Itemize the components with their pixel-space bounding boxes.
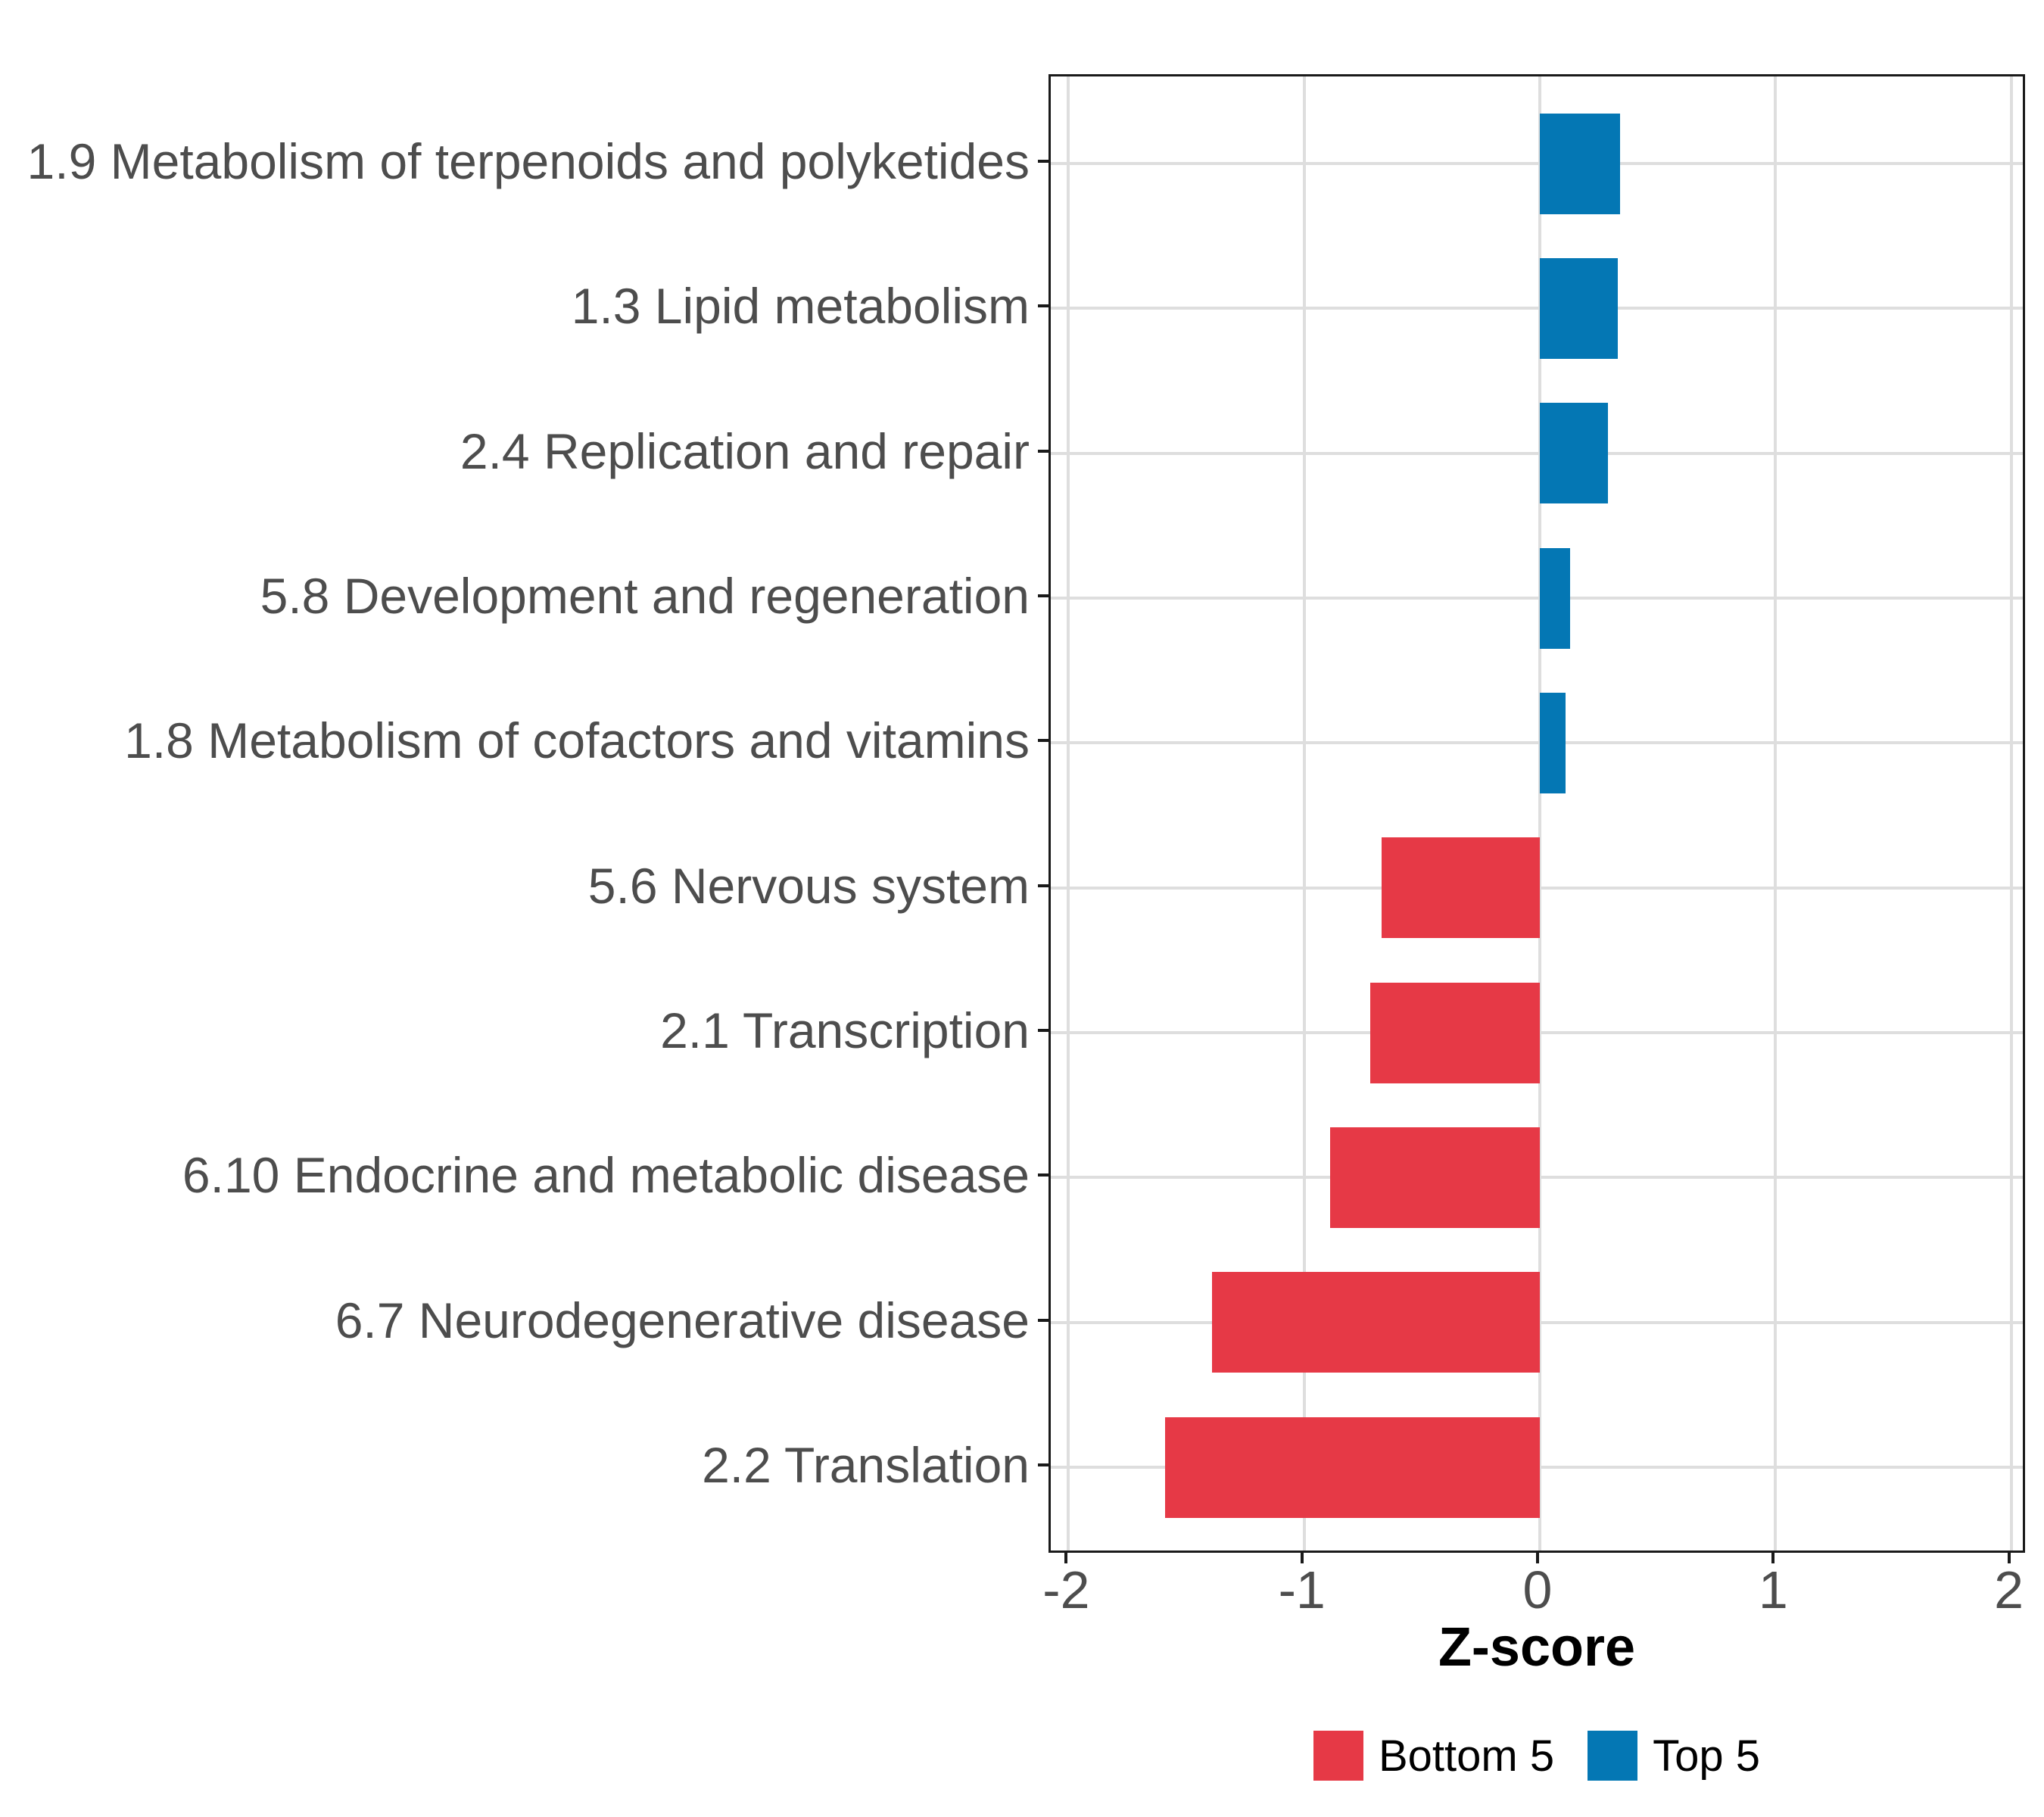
y-tick-mark	[1038, 449, 1048, 453]
bar-top5	[1540, 547, 1571, 649]
y-axis-label: 5.6 Nervous system	[587, 857, 1030, 914]
gridline-horizontal	[1051, 741, 2023, 745]
legend-item-top5: Top 5	[1588, 1731, 1760, 1781]
y-tick-mark	[1038, 160, 1048, 163]
bar-bottom5	[1369, 982, 1540, 1083]
y-tick-mark	[1038, 1463, 1048, 1467]
y-axis-label: 2.1 Transcription	[660, 1002, 1030, 1059]
y-axis-label: 1.8 Metabolism of cofactors and vitamins	[124, 712, 1030, 769]
bar-bottom5	[1165, 1417, 1540, 1518]
y-axis-label: 1.9 Metabolism of terpenoids and polyket…	[26, 133, 1030, 189]
bar-bottom5	[1329, 1127, 1540, 1228]
legend-item-bottom5: Bottom 5	[1313, 1731, 1554, 1781]
gridline-horizontal	[1051, 597, 2023, 600]
legend-swatch-top5	[1588, 1731, 1638, 1781]
y-tick-mark	[1038, 1029, 1048, 1033]
y-axis-label: 2.4 Replication and repair	[460, 422, 1030, 479]
legend-swatch-bottom5	[1313, 1731, 1363, 1781]
y-axis-label: 5.8 Development and regeneration	[260, 568, 1030, 625]
y-tick-mark	[1038, 594, 1048, 598]
bar-top5	[1540, 113, 1620, 214]
x-tick-mark	[1300, 1553, 1304, 1563]
x-tick-label: -2	[1042, 1560, 1090, 1619]
x-tick-label: 2	[1994, 1560, 2024, 1619]
legend-label-top5: Top 5	[1653, 1731, 1760, 1781]
gridline-vertical	[2009, 76, 2013, 1551]
bar-bottom5	[1212, 1272, 1540, 1373]
y-tick-mark	[1038, 1318, 1048, 1322]
x-tick-mark	[1536, 1553, 1539, 1563]
y-axis-label: 6.7 Neurodegenerative disease	[335, 1292, 1030, 1348]
bar-top5	[1540, 257, 1618, 359]
bar-top5	[1540, 403, 1609, 504]
plot-panel	[1048, 74, 2025, 1553]
y-axis-label: 1.3 Lipid metabolism	[571, 278, 1030, 335]
y-tick-mark	[1038, 739, 1048, 743]
y-tick-mark	[1038, 1173, 1048, 1177]
x-tick-label: 1	[1758, 1560, 1788, 1619]
gridline-vertical	[1538, 76, 1541, 1551]
bar-top5	[1540, 692, 1566, 793]
x-tick-label: 0	[1522, 1560, 1553, 1619]
legend: Bottom 5 Top 5	[1048, 1729, 2025, 1782]
y-tick-mark	[1038, 884, 1048, 887]
x-tick-mark	[2007, 1553, 2011, 1563]
x-tick-mark	[1771, 1553, 1775, 1563]
y-tick-mark	[1038, 304, 1048, 308]
gridline-horizontal	[1051, 451, 2023, 455]
gridline-horizontal	[1051, 162, 2023, 165]
x-axis-title: Z-score	[1438, 1617, 1636, 1678]
y-axis-label: 6.10 Endocrine and metabolic disease	[182, 1147, 1030, 1204]
gridline-vertical	[1302, 76, 1306, 1551]
bar-bottom5	[1382, 837, 1540, 939]
gridline-horizontal	[1051, 307, 2023, 310]
gridline-vertical	[1774, 76, 1778, 1551]
gridline-vertical	[1067, 76, 1070, 1551]
x-tick-mark	[1064, 1553, 1068, 1563]
x-tick-label: -1	[1278, 1560, 1326, 1619]
y-axis-label: 2.2 Translation	[702, 1437, 1030, 1494]
legend-label-bottom5: Bottom 5	[1378, 1731, 1555, 1781]
